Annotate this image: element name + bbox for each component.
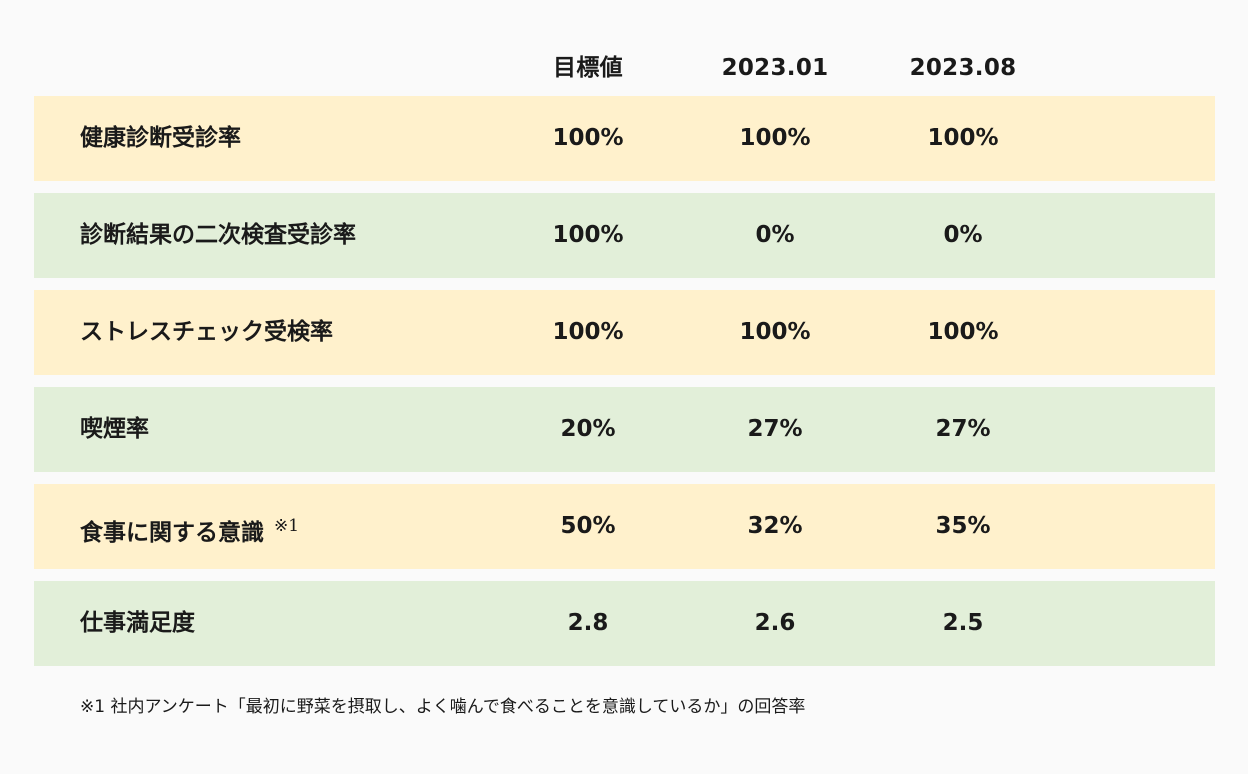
row-label-text: 喫煙率 <box>80 416 149 442</box>
row-label: 診断結果の二次検査受診率 <box>80 193 356 278</box>
row-label-text: 仕事満足度 <box>80 610 195 636</box>
table-row-diet-awareness: 食事に関する意識 ※1 50% 32% 35% <box>34 484 1215 569</box>
column-header-target: 目標値 <box>553 55 623 81</box>
row-label-text: 診断結果の二次検査受診率 <box>80 222 356 248</box>
cell-2023-01: 2.6 <box>754 610 796 636</box>
cell-2023-01: 32% <box>747 513 803 539</box>
cell-target: 2.8 <box>567 610 609 636</box>
column-header-2023-01: 2023.01 <box>721 55 829 81</box>
cell-2023-08: 35% <box>935 513 991 539</box>
cell-2023-08: 100% <box>927 319 999 345</box>
cell-target: 20% <box>560 416 616 442</box>
row-label: 仕事満足度 <box>80 581 195 666</box>
table-row-health-checkup: 健康診断受診率 100% 100% 100% <box>34 96 1215 181</box>
cell-target: 100% <box>552 319 624 345</box>
table-header: 目標値 2023.01 2023.08 <box>34 48 1214 88</box>
cell-2023-01: 100% <box>739 125 811 151</box>
cell-2023-08: 0% <box>943 222 983 248</box>
health-metrics-table: 健康診断受診率 100% 100% 100% 診断結果の二次検査受診率 100%… <box>34 96 1215 678</box>
row-label: 健康診断受診率 <box>80 96 241 181</box>
row-label: 喫煙率 <box>80 387 149 472</box>
column-header-2023-08: 2023.08 <box>909 55 1017 81</box>
cell-2023-01: 100% <box>739 319 811 345</box>
table-row-stress-check: ストレスチェック受検率 100% 100% 100% <box>34 290 1215 375</box>
table-row-job-satisfaction: 仕事満足度 2.8 2.6 2.5 <box>34 581 1215 666</box>
cell-target: 100% <box>552 125 624 151</box>
cell-2023-08: 100% <box>927 125 999 151</box>
row-label-text: ストレスチェック受検率 <box>80 319 333 345</box>
cell-2023-01: 0% <box>755 222 795 248</box>
row-label-text: 食事に関する意識 <box>80 520 264 546</box>
row-label: ストレスチェック受検率 <box>80 290 333 375</box>
cell-2023-08: 27% <box>935 416 991 442</box>
table-row-secondary-exam: 診断結果の二次検査受診率 100% 0% 0% <box>34 193 1215 278</box>
table-row-smoking-rate: 喫煙率 20% 27% 27% <box>34 387 1215 472</box>
row-label: 食事に関する意識 ※1 <box>80 484 299 576</box>
footnote: ※1 社内アンケート「最初に野菜を摂取し、よく噛んで食べることを意識しているか」… <box>80 697 806 717</box>
cell-target: 100% <box>552 222 624 248</box>
row-label-text: 健康診断受診率 <box>80 125 241 151</box>
cell-target: 50% <box>560 513 616 539</box>
cell-2023-01: 27% <box>747 416 803 442</box>
footnote-marker: ※1 <box>274 516 300 536</box>
cell-2023-08: 2.5 <box>942 610 984 636</box>
